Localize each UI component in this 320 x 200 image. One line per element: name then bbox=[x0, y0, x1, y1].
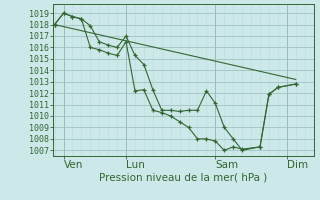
X-axis label: Pression niveau de la mer( hPa ): Pression niveau de la mer( hPa ) bbox=[99, 173, 267, 183]
